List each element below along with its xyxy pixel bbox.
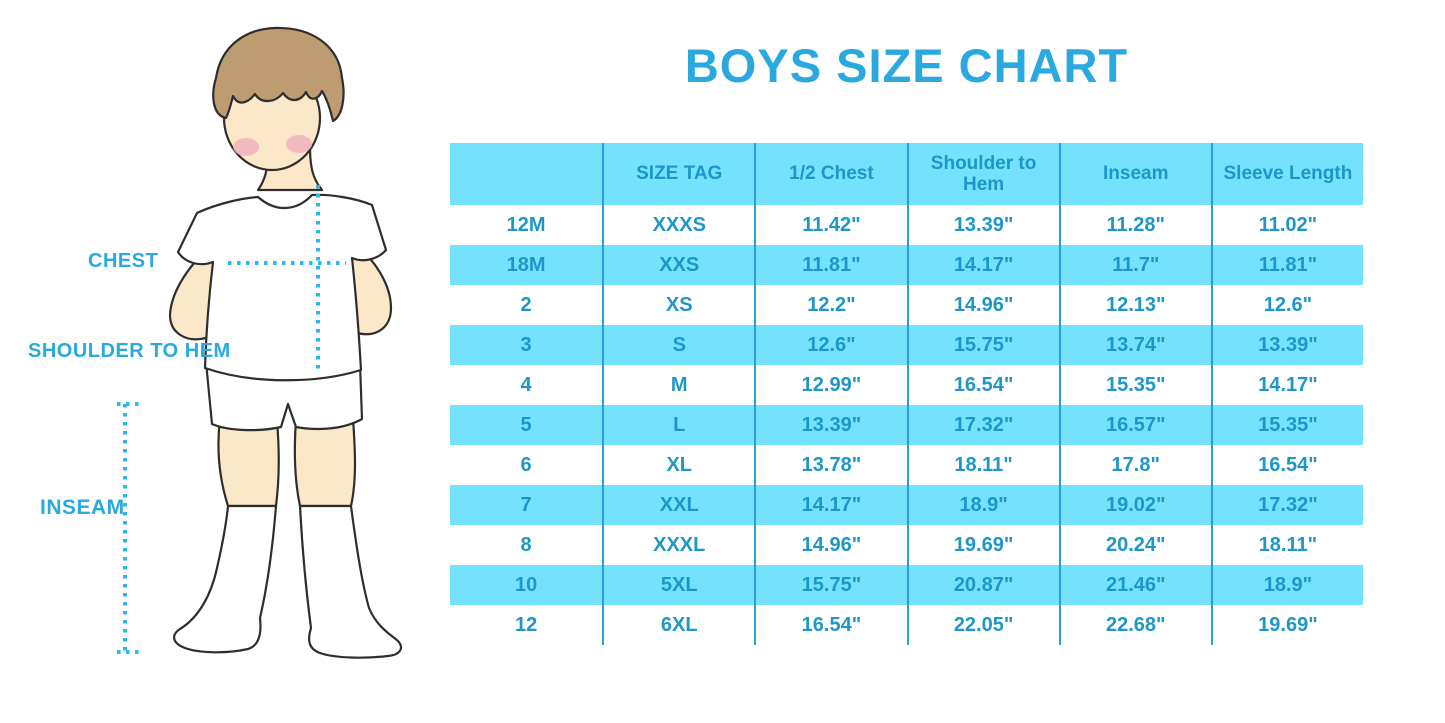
shirt-shape [176,193,388,382]
table-cell: 6XL [602,605,754,645]
table-cell: 12 [514,613,538,636]
table-cell: 7 [520,493,532,516]
table-cell: XL [602,445,754,485]
table-cell: 13.78" [754,445,906,485]
table-cell: 11.81" [1210,245,1363,285]
table-cell: 15.75" [906,325,1059,365]
table-cell: 14.17" [1210,365,1363,405]
table-cell: 12.6" [1210,285,1363,325]
table-cell: 11.7" [1058,245,1211,285]
table-cell: 14.96" [906,285,1059,325]
table-row: 12 6XL 16.54" 22.05" 22.68" 19.69" [450,605,1363,645]
table-cell: 18M [506,253,546,276]
table-cell: 16.54" [1210,445,1363,485]
table-cell: 12.13" [1058,285,1211,325]
table-cell: 15.35" [1210,405,1363,445]
page-title: BOYS SIZE CHART [684,39,1129,92]
left-sock-shape [173,504,278,654]
table-cell: 16.54" [906,365,1059,405]
table-row: 7 XXL 14.17" 18.9" 19.02" 17.32" [450,485,1363,525]
size-table: SIZE TAG 1/2 Chest Shoulder to Hem Insea… [450,143,1363,645]
table-cell: 12.6" [754,325,906,365]
table-cell: 22.05" [906,605,1059,645]
table-cell: 12.2" [754,285,906,325]
table-cell: 3 [520,333,532,356]
table-cell: 13.39" [1210,325,1363,365]
boy-illustration [117,26,403,659]
inseam-label: INSEAM [40,496,125,519]
table-cell: 16.54" [754,605,906,645]
table-cell: 16.57" [1058,405,1211,445]
table-cell: 20.87" [906,565,1059,605]
table-cell: 5 [520,413,532,436]
table-cell: 5XL [602,565,754,605]
table-cell: XXL [602,485,754,525]
table-row: 8 XXXL 14.96" 19.69" 20.24" 18.11" [450,525,1363,565]
table-cell: 14.17" [754,485,906,525]
shoulder-to-hem-label: SHOULDER TO HEM [28,340,231,362]
table-cell: XS [602,285,754,325]
table-cell: XXXS [602,205,754,245]
table-cell: 11.02" [1210,205,1363,245]
table-cell: XXXL [602,525,754,565]
table-row: 10 5XL 15.75" 20.87" 21.46" 18.9" [450,565,1363,605]
table-cell: 6 [520,453,532,476]
table-row: 6 XL 13.78" 18.11" 17.8" 16.54" [450,445,1363,485]
table-row: 3 S 12.6" 15.75" 13.74" 13.39" [450,325,1363,365]
table-cell: M [602,365,754,405]
table-cell: 17.32" [906,405,1059,445]
table-cell: XXS [602,245,754,285]
table-row: 2 XS 12.2" 14.96" 12.13" 12.6" [450,285,1363,325]
table-cell: 18.9" [1210,565,1363,605]
header-cell-sleeve-length: Sleeve Length [1210,143,1363,205]
table-cell: 4 [520,373,532,396]
table-cell: 22.68" [1058,605,1211,645]
table-cell: 12.99" [754,365,906,405]
header-cell-size-tag: SIZE TAG [602,143,754,205]
table-cell: 15.35" [1058,365,1211,405]
table-cell: 12M [506,213,546,236]
right-upper-leg-shape [293,416,357,508]
table-cell: 19.69" [906,525,1059,565]
table-cell: S [602,325,754,365]
hair-shape [212,26,345,123]
header-cell-shoulder-hem: Shoulder to Hem [906,143,1059,205]
table-cell: 18.9" [906,485,1059,525]
table-cell: 18.11" [1210,525,1363,565]
table-cell: 19.69" [1210,605,1363,645]
table-cell: 10 [514,573,538,596]
table-cell: L [602,405,754,445]
table-cell: 13.39" [754,405,906,445]
header-cell-size [450,143,602,205]
header-cell-inseam: Inseam [1058,143,1211,205]
table-cell: 20.24" [1058,525,1211,565]
table-row: 18M XXS 11.81" 14.17" 11.7" 11.81" [450,245,1363,285]
table-cell: 13.39" [906,205,1059,245]
table-cell: 19.02" [1058,485,1211,525]
size-table-body: 12M XXXS 11.42" 13.39" 11.28" 11.02" 18M XXS 11.… [450,205,1363,645]
table-cell: 21.46" [1058,565,1211,605]
table-cell: 17.8" [1058,445,1211,485]
table-cell: 13.74" [1058,325,1211,365]
table-row: 12M XXXS 11.42" 13.39" 11.28" 11.02" [450,205,1363,245]
table-cell: 11.81" [754,245,906,285]
header-cell-half-chest: 1/2 Chest [754,143,906,205]
table-header-row: SIZE TAG 1/2 Chest Shoulder to Hem Insea… [450,143,1363,205]
chest-label: CHEST [88,250,159,272]
table-row: 5 L 13.39" 17.32" 16.57" 15.35" [450,405,1363,445]
table-cell: 8 [520,533,532,556]
table-cell: 11.42" [754,205,906,245]
table-row: 4 M 12.99" 16.54" 15.35" 14.17" [450,365,1363,405]
table-cell: 11.28" [1058,205,1211,245]
table-cell: 2 [520,293,532,316]
table-cell: 18.11" [906,445,1059,485]
blush-cheeks [233,135,312,156]
right-sock-shape [298,504,403,659]
table-cell: 17.32" [1210,485,1363,525]
table-cell: 14.96" [754,525,906,565]
table-cell: 14.17" [906,245,1059,285]
table-cell: 15.75" [754,565,906,605]
